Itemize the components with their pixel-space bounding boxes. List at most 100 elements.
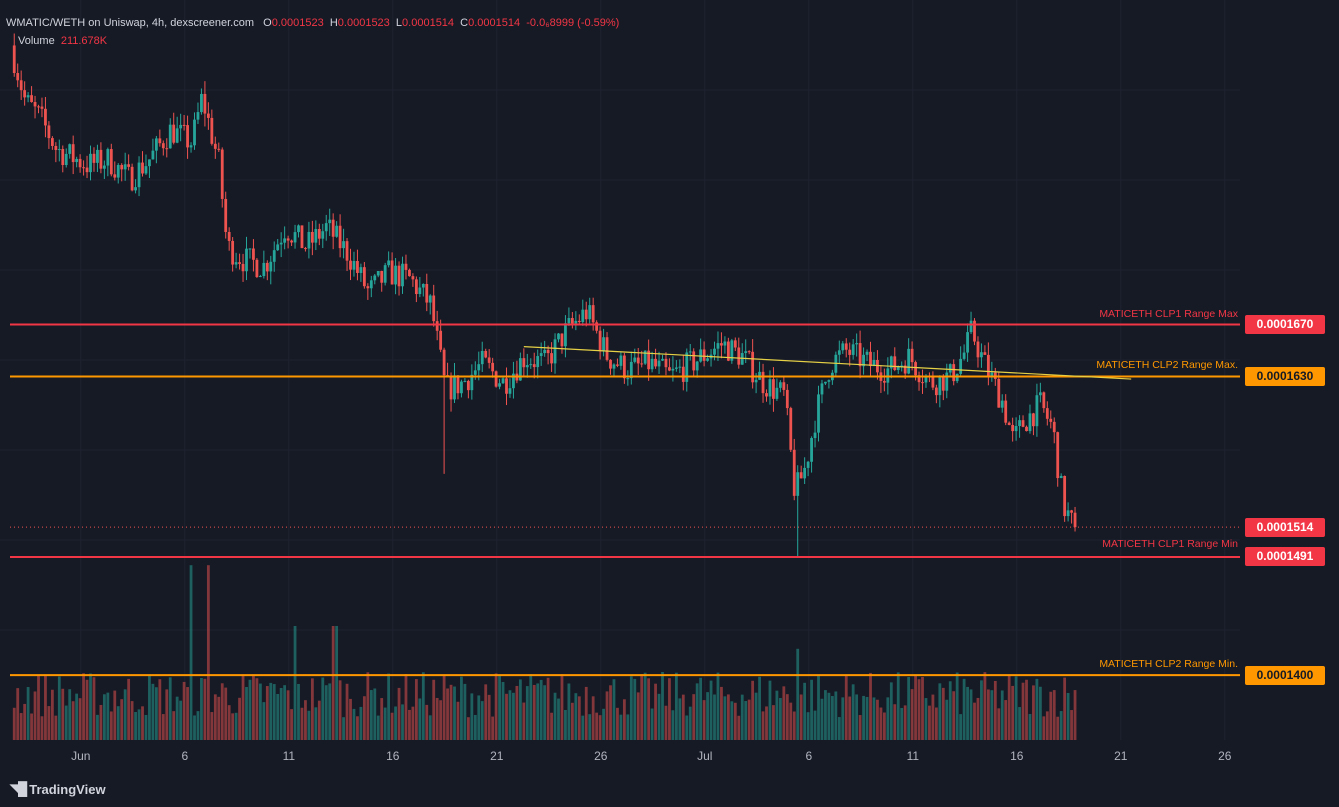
volume-bar [789,702,793,740]
volume-bar [203,678,207,740]
volume-bar [557,698,560,740]
volume-bar [116,706,120,740]
candle-body [841,343,845,351]
candle-body [480,350,484,365]
volume-bar [872,697,876,740]
candle-body [328,219,332,224]
volume-bar [539,679,543,740]
volume-bar [297,683,300,740]
candle-body [248,248,252,250]
volume-bar [279,688,283,740]
candle-body [116,164,120,178]
volume-bar [414,679,418,740]
volume-bar [50,689,54,740]
candle-body [595,322,599,331]
volume-bar [598,715,602,740]
volume-bar [196,711,200,740]
volume-bar [876,699,879,740]
candle-body [907,348,911,374]
candle-body [203,93,207,114]
volume-bar [394,706,397,740]
volume-bar [830,696,834,740]
candle-body [234,262,238,265]
candle-body [449,375,453,400]
candle-body [89,153,92,173]
candle-body [37,106,40,108]
volume-bar [567,683,571,740]
candle-body [220,149,224,199]
candle-body [602,337,605,352]
volume-bar [664,705,668,740]
candle-body [435,321,439,331]
volume-bar [602,708,605,740]
volume-bar [293,626,297,740]
candle-body [186,125,189,148]
volume-bar [820,698,824,740]
candle-body [290,240,293,243]
volume-bar [966,686,969,740]
volume-bar [175,696,179,740]
volume-bar [782,686,786,740]
candle-body [1000,400,1004,408]
candle-body [154,138,158,151]
candle-body [796,472,800,496]
volume-bar [1070,710,1073,740]
candle-body [498,383,501,387]
volume-bar [269,682,273,740]
candle-body [782,382,786,390]
candle-body [720,343,723,346]
candle-body [349,260,352,270]
volume-bar [352,708,356,740]
tradingview-brand[interactable]: ◥█ TradingView [10,781,106,797]
volume-bar [404,674,408,740]
volume-bar [411,706,415,740]
volume-bar [643,672,647,740]
volume-bar [442,675,446,740]
volume-bar [681,694,685,740]
candle-body [487,357,491,363]
volume-bar [914,674,917,740]
volume-bar [460,676,463,740]
volume-bar [255,678,259,740]
volume-bar [304,700,307,740]
volume-bar [1066,692,1070,740]
volume-bar [775,690,779,740]
volume-bar [57,676,61,740]
candle-body [765,393,768,397]
candle-body [678,366,682,368]
candle-body [751,351,755,383]
change-value: -0.0₆8999 (-0.59%) [526,17,620,29]
volume-bar [491,716,495,740]
x-tick-label: 26 [1218,749,1232,763]
candle-body [664,358,668,368]
candle-body [217,148,221,150]
candle-body [380,270,384,283]
volume-bar [650,708,654,740]
volume-bar [581,715,585,740]
candle-body [397,265,401,287]
volume-bar [387,673,391,740]
candle-body [934,387,938,396]
volume-bar [1056,716,1060,740]
volume-bar [595,712,599,740]
candle-body [820,383,824,395]
volume-bar [716,672,720,740]
volume-bar [1007,675,1011,740]
volume-bar [584,686,588,740]
volume-bar [515,685,519,740]
volume-bar [276,693,280,740]
volume-bar [137,709,141,740]
candle-body [522,358,526,368]
volume-bar [168,677,172,740]
level-label: MATICETH CLP1 Range Max [1099,307,1238,320]
candle-body [869,351,872,367]
candle-body [581,309,585,323]
candle-body [543,349,547,354]
volume-bar [47,706,51,740]
volume-bar [54,715,58,740]
candle-body [546,349,550,354]
candle-body [730,340,734,361]
candle-body [491,362,495,372]
candle-body [761,371,765,394]
